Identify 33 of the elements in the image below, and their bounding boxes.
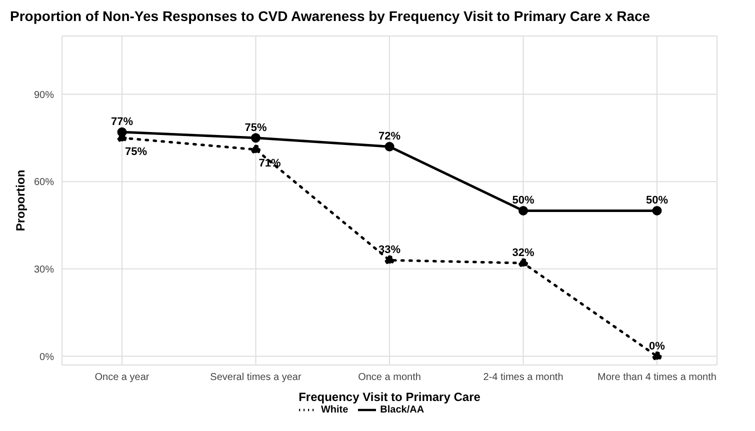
point — [384, 255, 394, 265]
data-label: 50% — [512, 194, 534, 207]
point — [251, 133, 260, 143]
legend-label: White — [320, 404, 348, 416]
point — [117, 127, 127, 137]
y-axis-title: Proportion — [13, 170, 28, 232]
y-tick-label: 90% — [34, 90, 54, 101]
point — [652, 206, 662, 216]
data-label: 75% — [124, 146, 148, 158]
data-label: 75% — [244, 122, 267, 134]
x-axis-title: Frequency Visit to Primary Care — [298, 390, 481, 404]
x-tick-label: Once a year — [94, 372, 150, 384]
data-label: 32% — [512, 247, 534, 260]
data-label: 77% — [110, 116, 134, 128]
legend-label: Black/AA — [380, 404, 424, 416]
x-tick-label: Once a month — [358, 372, 421, 384]
x-tick-label: More than 4 times a month — [598, 372, 716, 384]
y-tick-label: 30% — [34, 264, 54, 276]
point — [518, 258, 528, 268]
point — [652, 352, 662, 362]
point — [251, 144, 260, 154]
y-tick-label: 0% — [40, 352, 54, 363]
data-label: 33% — [378, 244, 401, 256]
point — [384, 142, 394, 152]
point — [518, 206, 528, 216]
x-tick-label: Several times a year — [210, 372, 302, 384]
data-label: 72% — [378, 130, 401, 143]
data-label: 71% — [258, 158, 281, 170]
x-tick-label: 2-4 times a month — [483, 372, 564, 384]
data-label: 0% — [649, 340, 666, 352]
data-label: 50% — [646, 194, 668, 207]
y-tick-label: 60% — [34, 177, 54, 188]
chart-title: Proportion of Non-Yes Responses to CVD Awareness by Frequency Visit to Primary Care x Race — [10, 8, 652, 26]
